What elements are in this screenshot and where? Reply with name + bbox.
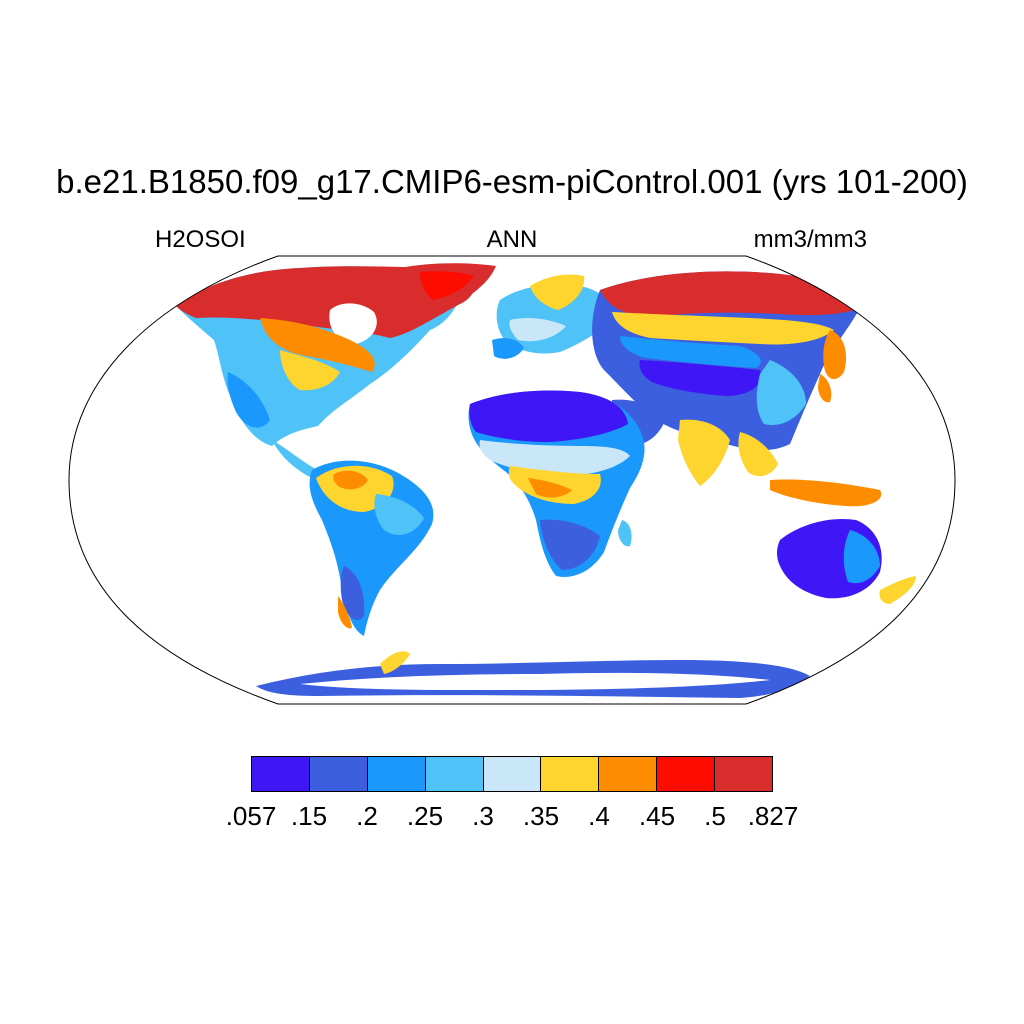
central-america <box>272 440 317 478</box>
colorbar-swatch <box>425 757 484 791</box>
land-field <box>176 263 916 698</box>
japan <box>818 374 832 403</box>
colorbar-swatch <box>483 757 542 791</box>
scandinavia <box>530 274 585 310</box>
north-america-yellow <box>280 350 340 391</box>
season-label: ANN <box>486 226 538 253</box>
new-zealand <box>879 576 916 604</box>
indonesia <box>770 479 882 507</box>
congo <box>528 478 572 498</box>
southern-africa <box>540 519 600 570</box>
east-asia <box>756 360 806 426</box>
colorbar-label: .25 <box>406 801 444 831</box>
india <box>678 419 730 486</box>
greenland-interior <box>420 271 474 300</box>
antarctica-interior <box>300 672 770 690</box>
colorbar-label: .35 <box>522 801 560 831</box>
amazon-core <box>333 470 368 490</box>
europe-central <box>509 318 566 342</box>
chile-wet <box>338 596 352 629</box>
colorbar-swatch <box>715 757 773 791</box>
patagonia <box>340 566 365 621</box>
colorbar <box>251 756 773 792</box>
colorbar-labels: .057 .15 .2 .25 .3 .35 .4 .45 .5 .827 <box>0 800 1024 834</box>
variable-label: H2OSOI <box>155 226 246 253</box>
madagascar <box>618 520 632 547</box>
siberia <box>600 271 860 317</box>
antarctic-peninsula <box>380 651 410 674</box>
colorbar-label: .057 <box>225 801 277 831</box>
north-america-wet-band <box>260 318 375 372</box>
colorbar-swatch <box>252 757 310 791</box>
colorbar-label: .15 <box>290 801 328 831</box>
brazil-east <box>374 494 424 535</box>
colorbar-label: .3 <box>472 801 494 831</box>
australia-east <box>843 530 880 584</box>
colorbar-swatch <box>541 757 600 791</box>
colorbar-swatch <box>657 757 716 791</box>
units-label: mm3/mm3 <box>753 226 867 253</box>
north-america-southwest <box>227 372 270 428</box>
colorbar-label: .827 <box>747 801 799 831</box>
colorbar-swatch <box>309 757 368 791</box>
central-asia-desert <box>639 360 762 396</box>
map-outline <box>68 255 956 705</box>
plot-title: b.e21.B1850.f09_g17.CMIP6-esm-piControl.… <box>56 163 968 200</box>
colorbar-label: .5 <box>704 801 726 831</box>
kamchatka <box>823 330 847 380</box>
asia-steppe <box>620 336 761 368</box>
colorbar-swatch <box>599 757 658 791</box>
colorbar-swatch <box>367 757 426 791</box>
iberia <box>492 338 524 359</box>
sahara <box>469 390 628 442</box>
colorbar-label: .2 <box>356 801 378 831</box>
hudson-bay <box>329 303 377 344</box>
colorbar-label: .45 <box>638 801 676 831</box>
colorbar-label: .4 <box>588 801 610 831</box>
southeast-asia <box>738 432 778 477</box>
siberia-south <box>612 312 834 345</box>
